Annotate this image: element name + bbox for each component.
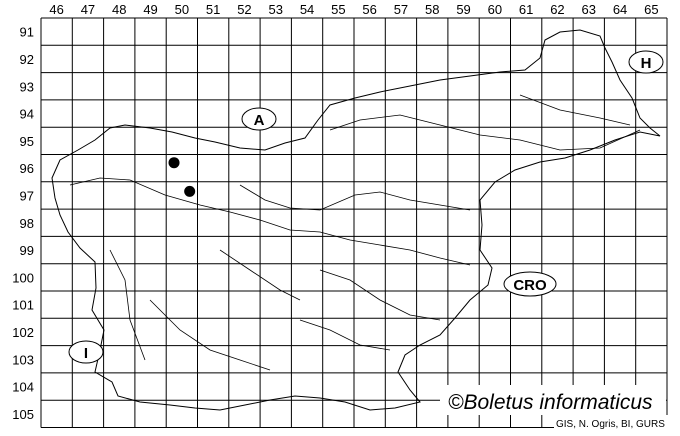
column-label: 47 bbox=[81, 2, 95, 17]
column-label: 50 bbox=[175, 2, 189, 17]
row-label: 103 bbox=[12, 352, 34, 367]
row-label: 104 bbox=[12, 380, 34, 395]
column-label: 62 bbox=[550, 2, 564, 17]
column-label: 55 bbox=[331, 2, 345, 17]
row-label: 93 bbox=[20, 79, 34, 94]
copyright: ©Boletus informaticus bbox=[448, 391, 653, 414]
row-label: 99 bbox=[20, 243, 34, 258]
svg-text:A: A bbox=[254, 112, 265, 129]
svg-text:CRO: CRO bbox=[513, 277, 547, 294]
neighbour-label-croatia: CRO bbox=[503, 271, 557, 297]
column-label: 64 bbox=[613, 2, 627, 17]
row-label: 105 bbox=[12, 407, 34, 422]
row-label: 94 bbox=[20, 107, 34, 122]
column-label: 52 bbox=[237, 2, 251, 17]
copyright-backdrop bbox=[440, 385, 666, 415]
row-label: 100 bbox=[12, 270, 34, 285]
svg-text:I: I bbox=[84, 345, 88, 362]
column-label: 63 bbox=[582, 2, 596, 17]
column-label: 46 bbox=[49, 2, 63, 17]
row-labels: 91 92 93 94 95 96 97 98 99 100 101 102 103 104 105 bbox=[12, 25, 34, 422]
neighbour-label-italy: I bbox=[68, 340, 104, 364]
row-label: 101 bbox=[12, 298, 34, 313]
row-label: 97 bbox=[20, 188, 34, 203]
svg-text:H: H bbox=[641, 55, 652, 72]
column-label: 48 bbox=[112, 2, 126, 17]
row-label: 91 bbox=[20, 25, 34, 40]
records bbox=[168, 157, 196, 197]
grid bbox=[40, 17, 668, 428]
neighbour-label-austria: A bbox=[241, 107, 277, 131]
record-dot bbox=[184, 185, 196, 197]
rivers bbox=[69, 94, 641, 371]
record-dot bbox=[168, 157, 180, 169]
column-label: 65 bbox=[644, 2, 658, 17]
row-label: 92 bbox=[20, 52, 34, 67]
column-label: 49 bbox=[143, 2, 157, 17]
column-labels: 46 47 48 49 50 51 52 53 54 55 56 57 58 59 60 61 62 63 64 65 bbox=[49, 2, 658, 17]
row-label: 95 bbox=[20, 134, 34, 149]
column-label: 57 bbox=[394, 2, 408, 17]
row-label: 98 bbox=[20, 216, 34, 231]
column-label: 51 bbox=[206, 2, 220, 17]
credits-backdrop bbox=[554, 415, 668, 429]
row-label: 102 bbox=[12, 325, 34, 340]
row-label: 96 bbox=[20, 161, 34, 176]
column-label: 61 bbox=[519, 2, 533, 17]
credits: GIS, N. Ogris, BI, GURS bbox=[556, 419, 665, 430]
column-label: 54 bbox=[300, 2, 314, 17]
column-label: 53 bbox=[269, 2, 283, 17]
column-label: 59 bbox=[456, 2, 470, 17]
column-label: 60 bbox=[488, 2, 502, 17]
column-label: 58 bbox=[425, 2, 439, 17]
country-outline bbox=[51, 29, 661, 411]
neighbour-label-hungary: H bbox=[628, 50, 664, 74]
column-label: 56 bbox=[362, 2, 376, 17]
